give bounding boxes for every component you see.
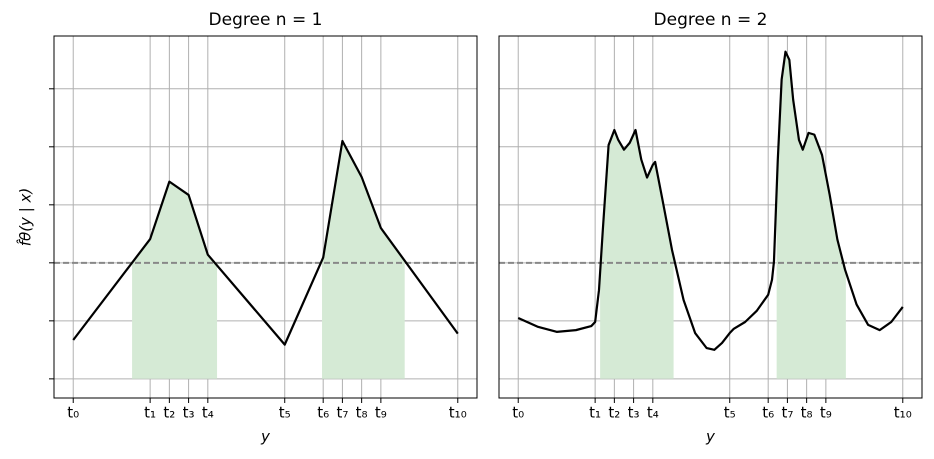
x-tick-label: t₁ [144,404,156,422]
x-axis-label: y [260,428,271,446]
x-tick-label: t₆ [762,404,774,422]
x-tick-label: t₈ [356,404,368,422]
x-tick-label: t₉ [375,404,387,422]
highlight-region [600,51,674,379]
x-tick-label: t₀ [512,404,524,422]
highlight-region [322,141,405,379]
axes-frame [53,35,478,399]
x-tick-label: t₉ [820,404,832,422]
x-tick-label: t₇ [336,404,348,422]
chart-title: Degree n = 2 [654,10,768,30]
x-tick-label: t₅ [724,404,736,422]
x-tick-label: t₄ [647,404,659,422]
density-line [517,50,904,351]
x-tick-label: t₁₀ [894,404,912,422]
x-tick-label: t₅ [279,404,291,422]
subplot: t₀ t₁ t₂ t₃ t₄ t₅ t₆ t₇ t₈ t₉ t₁₀ Degree n = 1 y f̂θ(… [16,10,478,446]
axes-frame [498,35,923,399]
x-tick-label: t₄ [202,404,214,422]
x-tick-label: t₈ [801,404,813,422]
x-tick-label: t₃ [628,404,640,422]
x-tick-label: t₀ [67,404,79,422]
x-tick-label: t₃ [183,404,195,422]
highlight-region [132,141,218,379]
highlight-region [776,51,846,379]
density-line [72,139,459,346]
x-tick-label: t₆ [317,404,329,422]
x-tick-label: t₇ [781,404,793,422]
x-tick-label: t₂ [608,404,620,422]
x-tick-label: t₂ [163,404,175,422]
chart-title: Degree n = 1 [209,10,323,30]
x-tick-label: t₁ [589,404,601,422]
subplot: t₀ t₁ t₂ t₃ t₄ t₅ t₆ t₇ t₈ t₉ t₁₀ Degree n = 2 y [498,10,923,446]
x-axis-label: y [705,428,716,446]
y-axis-label: f̂θ(y | x) [16,188,35,247]
x-tick-label: t₁₀ [449,404,467,422]
